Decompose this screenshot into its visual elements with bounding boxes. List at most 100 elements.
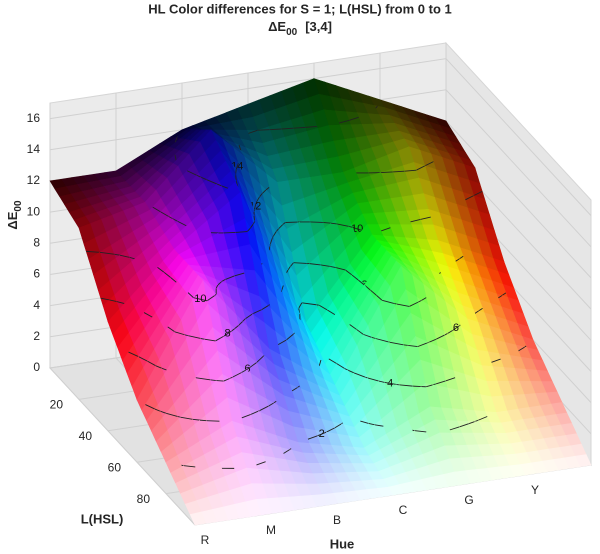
contour-line <box>352 226 363 231</box>
contour-line <box>309 263 321 266</box>
contour-line <box>384 381 397 385</box>
contour-line <box>307 435 318 440</box>
contour-line <box>282 222 286 225</box>
contour-line <box>231 328 235 332</box>
x-tick-label: M <box>266 523 276 537</box>
contour-line <box>192 418 201 421</box>
contour-line <box>195 377 211 381</box>
contour-line <box>272 231 277 237</box>
contour-line <box>157 267 165 273</box>
contour-line <box>444 333 448 336</box>
contour-label: 8 <box>224 328 230 340</box>
contour-line <box>129 256 136 260</box>
contour-line <box>404 169 417 172</box>
contour-line <box>86 250 100 253</box>
contour-line <box>322 222 332 224</box>
contour-line <box>116 301 125 305</box>
contour-line <box>349 324 357 330</box>
contour-line <box>309 221 323 223</box>
contour-line <box>380 171 393 174</box>
contour-label: 10 <box>194 293 206 305</box>
contour-line <box>119 254 130 258</box>
contour-line <box>409 301 419 307</box>
contour-line <box>364 284 371 291</box>
contour-line <box>351 274 359 281</box>
contour-line <box>455 258 460 262</box>
z-tick-label: 0 <box>33 360 40 374</box>
contour-line <box>305 126 317 128</box>
contour-line <box>459 255 464 260</box>
contour-line <box>256 196 260 202</box>
y-axis-label: L(HSL) <box>81 511 124 526</box>
contour-line <box>426 341 429 344</box>
contour-line <box>147 360 157 367</box>
contour-line <box>200 176 207 181</box>
contour-line <box>435 380 446 385</box>
contour-line <box>347 369 355 374</box>
contour-line <box>204 338 216 342</box>
contour-line <box>215 335 224 342</box>
contour-line <box>417 342 428 348</box>
surface-patch <box>189 511 207 526</box>
contour-line <box>428 338 437 343</box>
contour-line <box>518 346 525 352</box>
contour-line <box>287 266 291 271</box>
contour-line <box>235 163 239 170</box>
contour-line <box>403 344 409 346</box>
contour-line <box>257 129 270 131</box>
contour-line <box>408 345 418 348</box>
contour-line <box>206 420 220 422</box>
contour-line <box>330 266 336 269</box>
contour-line <box>261 189 267 194</box>
contour-line <box>497 295 503 299</box>
contour-line <box>234 272 245 277</box>
z-tick-label: 8 <box>33 235 40 249</box>
contour-line <box>170 277 177 283</box>
contour-line <box>253 215 256 222</box>
contour-line <box>145 404 156 410</box>
contour-line <box>250 410 259 415</box>
surface: 10141286410862 <box>49 78 592 526</box>
contour-line <box>109 299 117 302</box>
contour-line <box>216 183 222 187</box>
contour-label: 2 <box>319 428 325 440</box>
contour-line <box>501 292 507 296</box>
contour-line <box>174 154 177 161</box>
contour-line <box>291 387 298 392</box>
contour-line <box>238 321 243 326</box>
contour-line <box>477 416 488 421</box>
contour-line <box>252 309 262 315</box>
z-axis-label: ΔE00 <box>5 200 23 230</box>
contour-line <box>265 187 270 191</box>
contour-line <box>424 161 434 167</box>
contour-line <box>177 220 187 227</box>
contour-line <box>375 338 389 343</box>
contour-line <box>235 169 237 175</box>
contour-line <box>256 355 264 363</box>
contour-line <box>445 377 456 382</box>
contour-line <box>174 331 185 336</box>
contour-line <box>353 372 366 378</box>
contour-line <box>215 284 219 289</box>
x-tick-label: Y <box>531 483 539 497</box>
x-axis-label: Hue <box>330 536 355 551</box>
contour-line <box>449 426 460 431</box>
contour-line <box>376 294 383 301</box>
contour-line <box>155 365 162 369</box>
contour-line <box>245 367 250 371</box>
contour-line <box>240 369 247 374</box>
contour-line <box>349 226 353 228</box>
contour-line <box>206 295 216 302</box>
contour-line <box>259 405 269 411</box>
contour-line <box>128 351 139 357</box>
contour-line <box>161 367 167 371</box>
contour-line <box>238 144 242 151</box>
x-tick-label: G <box>464 493 473 507</box>
chart-subtitle: ΔE00 [3,4] <box>268 19 332 37</box>
contour-line <box>184 334 189 337</box>
contour-line <box>223 378 230 382</box>
contour-line <box>174 137 178 143</box>
contour-line <box>375 105 378 109</box>
contour-line <box>374 424 384 427</box>
contour-line <box>468 421 475 425</box>
